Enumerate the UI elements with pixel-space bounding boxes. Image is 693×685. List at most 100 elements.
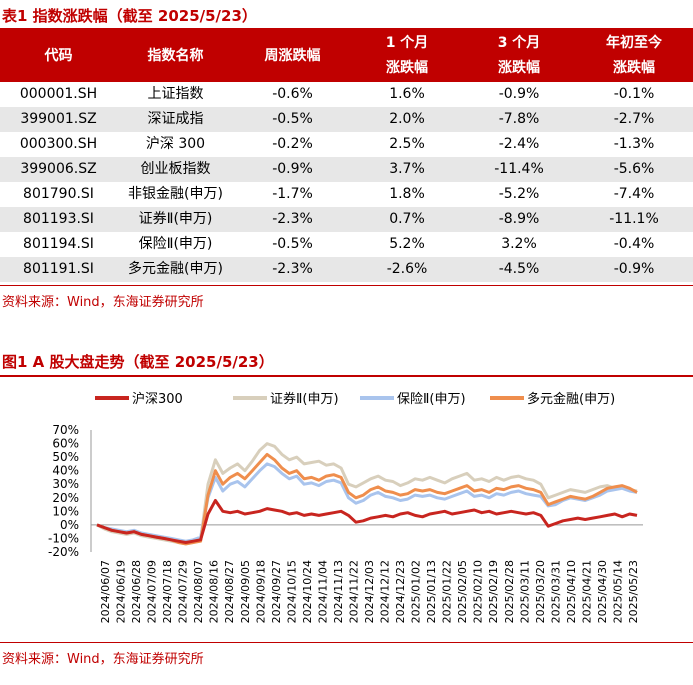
header-1-month-change: 1 个月 涨跌幅 — [351, 30, 463, 82]
cell-name: 创业板指数 — [117, 157, 234, 182]
cell-weekly: -0.9% — [234, 157, 351, 182]
cell-weekly: -0.2% — [272, 136, 313, 152]
x-tick-label: 2024/09/05 — [239, 560, 252, 623]
x-tick-label: 2025/02/19 — [487, 560, 500, 623]
table-row: 801790.SI 非银金融(申万) -1.7% 1.8% -5.2% -7.4… — [0, 182, 693, 207]
table-row: 399006.SZ 创业板指数 -0.9% 3.7% -11.4% -5.6% — [0, 157, 693, 182]
cell-weekly: -0.5% — [272, 236, 313, 252]
cell-name: 保险Ⅱ(申万) — [138, 236, 213, 252]
cell-code: 000300.SH — [19, 136, 98, 152]
cell-code: 801193.SI — [0, 207, 117, 232]
table-header-row: 代码 指数名称 周涨跌幅 1 个月 涨跌幅 3 个月 涨跌幅 年初至今 涨跌幅 — [0, 30, 693, 82]
table-row: 000001.SH 上证指数 -0.6% 1.6% -0.9% -0.1% — [0, 82, 693, 107]
y-tick-label: 10% — [52, 504, 79, 518]
x-tick-label: 2024/12/23 — [394, 560, 407, 623]
y-tick-label: 70% — [52, 423, 79, 437]
x-tick-label: 2025/03/20 — [534, 560, 547, 623]
cell-name: 非银金融(申万) — [128, 186, 223, 202]
x-tick-label: 2024/12/03 — [363, 560, 376, 623]
x-tick-label: 2024/11/13 — [332, 560, 345, 623]
x-tick-label: 2024/07/18 — [161, 560, 174, 623]
x-tick-label: 2024/06/19 — [115, 560, 128, 623]
header-code: 代码 — [0, 30, 117, 82]
y-tick-label: 30% — [52, 477, 79, 491]
cell-ytd: -5.6% — [575, 157, 693, 182]
y-tick-label: 0% — [60, 518, 79, 532]
index-performance-table: 代码 指数名称 周涨跌幅 1 个月 涨跌幅 3 个月 涨跌幅 年初至今 涨跌幅 000… — [0, 30, 693, 282]
cell-3m: -7.8% — [463, 107, 575, 132]
cell-ytd: -1.3% — [613, 136, 655, 152]
cell-3m: -0.9% — [498, 86, 540, 102]
x-tick-label: 2024/10/24 — [301, 560, 314, 623]
cell-code: 399001.SZ — [0, 107, 117, 132]
table-bottom-rule — [0, 285, 693, 286]
x-tick-label: 2024/07/09 — [146, 560, 159, 623]
figure-title: 图1 A 股大盘走势（截至 2025/5/23） — [2, 353, 274, 371]
cell-name: 证券Ⅱ(申万) — [117, 207, 234, 232]
y-tick-label: 60% — [52, 437, 79, 451]
table-source-note: 资料来源：Wind，东海证券研究所 — [2, 295, 204, 310]
table-row: 000300.SH 沪深 300 -0.2% 2.5% -2.4% -1.3% — [0, 132, 693, 157]
cell-3m: -2.4% — [498, 136, 540, 152]
x-tick-label: 2025/02/10 — [472, 560, 485, 623]
cell-weekly: -0.5% — [234, 107, 351, 132]
legend-label: 沪深300 — [132, 391, 183, 407]
cell-name: 深证成指 — [117, 107, 234, 132]
table-row: 801191.SI 多元金融(申万) -2.3% -2.6% -4.5% -0.… — [0, 257, 693, 282]
x-tick-label: 2024/06/07 — [99, 560, 112, 623]
cell-3m: -4.5% — [463, 257, 575, 282]
x-tick-label: 2025/02/05 — [456, 560, 469, 623]
y-tick-label: 20% — [52, 491, 79, 505]
figure-title-rule — [0, 375, 693, 377]
header-3-month-change: 3 个月 涨跌幅 — [463, 30, 575, 82]
x-tick-label: 2024/08/16 — [208, 560, 221, 623]
cell-1m: -2.6% — [351, 257, 463, 282]
cell-name: 多元金融(申万) — [117, 257, 234, 282]
cell-1m: 0.7% — [351, 207, 463, 232]
table-row: 801193.SI 证券Ⅱ(申万) -2.3% 0.7% -8.9% -11.1… — [0, 207, 693, 232]
series-line-0 — [96, 499, 638, 544]
header-ytd-change: 年初至今 涨跌幅 — [575, 30, 693, 82]
legend-label: 多元金融(申万) — [527, 391, 615, 407]
market-trend-chart: 70%60%50%40%30%20%10%0%-10%-20% 2024/06/0… — [48, 391, 643, 623]
cell-1m: 5.2% — [389, 236, 425, 252]
x-tick-label: 2024/08/07 — [192, 560, 205, 623]
x-tick-label: 2024/09/27 — [270, 560, 283, 623]
cell-ytd: -11.1% — [575, 207, 693, 232]
x-tick-label: 2024/06/28 — [130, 560, 143, 623]
cell-3m: -11.4% — [463, 157, 575, 182]
x-tick-label: 2025/04/10 — [565, 560, 578, 623]
x-tick-label: 2025/05/23 — [627, 560, 640, 623]
cell-ytd: -7.4% — [613, 186, 655, 202]
cell-code: 801194.SI — [23, 236, 94, 252]
cell-1m: 2.5% — [389, 136, 425, 152]
x-tick-label: 2025/01/13 — [425, 560, 438, 623]
x-tick-label: 2024/10/15 — [285, 560, 298, 623]
cell-weekly: -2.3% — [234, 207, 351, 232]
legend-label: 证券Ⅱ(申万) — [270, 391, 339, 407]
table-title: 表1 指数涨跌幅（截至 2025/5/23） — [2, 7, 257, 25]
y-tick-label: 40% — [52, 464, 79, 478]
figure-source-note: 资料来源：Wind，东海证券研究所 — [2, 652, 204, 667]
cell-code: 399006.SZ — [0, 157, 117, 182]
cell-weekly: -0.6% — [272, 86, 313, 102]
header-weekly-change: 周涨跌幅 — [234, 30, 351, 82]
x-tick-label: 2024/07/29 — [177, 560, 190, 623]
x-tick-label: 2024/12/12 — [379, 560, 392, 623]
x-tick-label: 2025/03/31 — [549, 560, 562, 623]
cell-ytd: -2.7% — [575, 107, 693, 132]
x-tick-label: 2024/11/04 — [316, 560, 329, 623]
cell-3m: -8.9% — [463, 207, 575, 232]
table-title-rule — [0, 28, 693, 30]
x-tick-label: 2024/08/27 — [223, 560, 236, 623]
cell-1m: 3.7% — [351, 157, 463, 182]
x-tick-label: 2024/09/18 — [254, 560, 267, 623]
cell-ytd: -0.9% — [575, 257, 693, 282]
table-row: 399001.SZ 深证成指 -0.5% 2.0% -7.8% -2.7% — [0, 107, 693, 132]
header-index-name: 指数名称 — [117, 30, 234, 82]
cell-code: 000001.SH — [19, 86, 98, 102]
x-tick-label: 2025/01/22 — [441, 560, 454, 623]
cell-name: 上证指数 — [147, 86, 204, 102]
figure-bottom-rule — [0, 642, 693, 643]
cell-name: 沪深 300 — [145, 136, 206, 152]
